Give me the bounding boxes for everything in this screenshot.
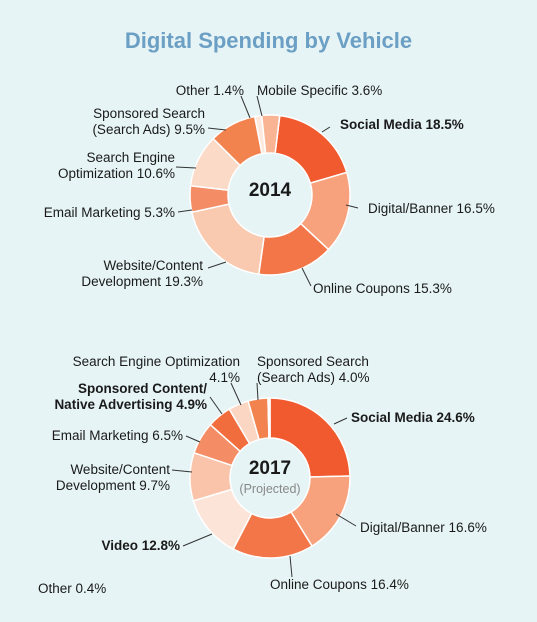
label-social-media: Social Media 18.5% [340,117,464,132]
slice-social-media [269,397,351,478]
slice-mobile-specific [260,114,281,155]
label-video: Video 12.8% [101,538,180,553]
label-online-coupons: Online Coupons 16.4% [270,577,409,592]
leader-line-search-engine-optimization [230,382,242,406]
label-digital-banner: Digital/Banner 16.5% [368,201,495,216]
label-email-marketing: Email Marketing 5.3% [43,205,175,220]
label-website-content-development: Website/Content Development 9.7% [55,462,170,493]
label-other: Other 0.4% [38,581,107,596]
label-online-coupons: Online Coupons 15.3% [313,281,452,296]
label-mobile-specific: Mobile Specific 3.6% [257,83,383,98]
leader-line-digital-banner [335,513,357,527]
label-email-marketing: Email Marketing 6.5% [51,428,183,443]
label-social-media: Social Media 24.6% [351,410,475,425]
label-sponsored-search-search-ads: Sponsored Search (Search Ads) 4.0% [257,354,370,385]
label-sponsored-content-native-advertising: Sponsored Content/Native Advertising 4.9… [54,381,207,412]
leader-line-video [182,533,213,547]
label-search-engine-optimization: Search Engine Optimization 4.1% [72,354,240,385]
label-search-engine-optimization: Search Engine Optimization 10.6% [57,150,175,181]
leader-line-website-content-development [207,261,227,269]
leader-line-digital-banner [345,204,359,209]
leader-line-social-media [333,417,348,425]
slice-social-media [274,114,348,185]
leader-line-sponsored-search-search-ads [256,382,259,401]
donut-2014 [175,95,359,287]
leader-line-sponsored-search-search-ads [207,127,227,131]
leader-line-search-engine-optimization [175,166,197,169]
chart-title: Digital Spending by Vehicle [124,28,413,53]
label-other: Other 1.4% [175,83,244,98]
leader-line-online-coupons [301,267,312,287]
leader-line-other [240,95,251,119]
leader-line-online-coupons [289,555,293,578]
label-sponsored-search-search-ads: Sponsored Search (Search Ads) 9.5% [92,106,205,137]
label-website-content-development: Website/Content Development 19.3% [81,258,203,289]
leader-line-email-marketing [185,435,201,443]
center-sublabel: (Projected) [239,482,301,496]
center-year-label: 2014 [248,180,292,201]
leader-line-social-media [321,126,331,133]
leader-line-email-marketing [177,209,193,213]
leader-line-website-content-development [171,469,193,473]
label-digital-banner: Digital/Banner 16.6% [360,520,487,535]
donut-2017 [171,382,357,578]
leader-line-sponsored-content-native-advertising [209,396,223,415]
center-year-label: 2017 [248,458,292,479]
leader-line-mobile-specific [256,95,263,117]
slice-other [267,397,271,439]
